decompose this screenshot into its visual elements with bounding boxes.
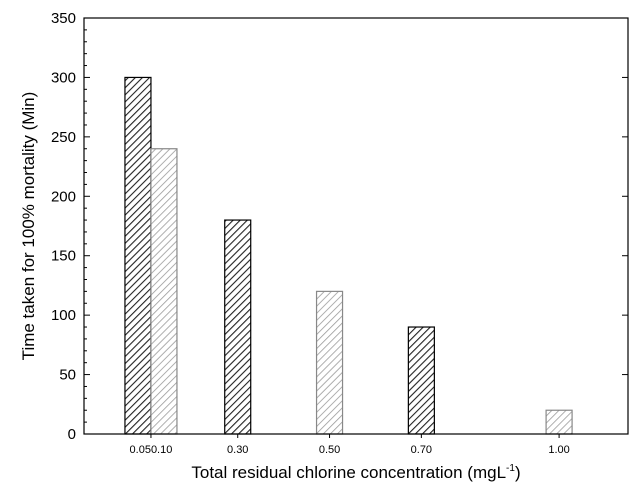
y-tick-label: 250 xyxy=(51,129,76,146)
y-tick-label: 150 xyxy=(51,248,76,265)
x-tick-label: 1.00 xyxy=(548,444,569,456)
x-tick-label: 0.30 xyxy=(227,444,248,456)
bar-0-50 xyxy=(315,290,344,435)
bars-group xyxy=(124,76,573,435)
y-tick-label: 100 xyxy=(51,307,76,324)
x-axis-title-end: ) xyxy=(515,463,521,482)
x-axis-title: Total residual chlorine concentration (m… xyxy=(191,463,520,482)
x-axis-title-main: Total residual chlorine concentration (m… xyxy=(191,463,506,482)
bar-0-70 xyxy=(407,326,435,435)
plot-frame xyxy=(83,17,629,435)
y-tick-label: 0 xyxy=(68,426,76,443)
x-tick-label: 0.050.10 xyxy=(130,444,173,456)
bar-0-30 xyxy=(224,219,252,435)
y-tick-label: 300 xyxy=(51,69,76,86)
x-tick-label: 0.70 xyxy=(411,444,432,456)
x-axis: 0.050.10 0.30 0.50 0.70 1.00 xyxy=(130,434,570,456)
y-axis-title: Time taken for 100% mortality (Min) xyxy=(19,92,38,361)
bar-1-00 xyxy=(545,409,573,435)
y-tick-label: 350 xyxy=(51,10,76,27)
y-tick-label: 50 xyxy=(59,367,76,384)
bar-0-05 xyxy=(124,76,152,435)
y-tick-label: 200 xyxy=(51,188,76,205)
bar-0-10 xyxy=(150,148,178,435)
x-tick-label: 0.50 xyxy=(319,444,340,456)
y-axis: 0 50 100 150 200 250 300 350 xyxy=(51,10,628,443)
x-axis-title-sup: -1 xyxy=(506,463,515,474)
